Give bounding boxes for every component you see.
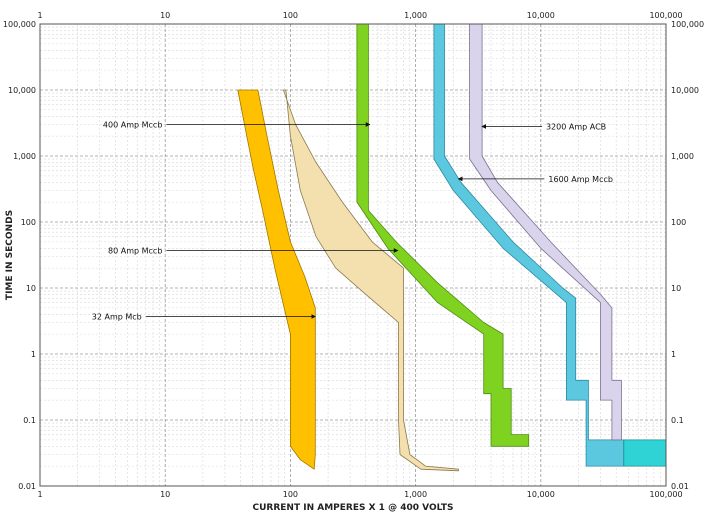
y-tick-label: 1 xyxy=(31,350,36,359)
series-32-amp-mcb xyxy=(237,89,316,470)
y-tick-label: 100 xyxy=(21,218,36,227)
y-tick-label: 10 xyxy=(26,284,36,293)
y-tick-label-right: 100 xyxy=(671,218,686,227)
x-axis-label: CURRENT IN AMPERES X 1 @ 400 VOLTS xyxy=(253,503,454,513)
y-tick-label-right: 1 xyxy=(671,350,676,359)
annotation-label: 3200 Amp ACB xyxy=(546,122,606,131)
plot-frame xyxy=(39,23,667,487)
annotation-label: 400 Amp Mccb xyxy=(103,121,162,130)
annotation-label: 80 Amp Mccb xyxy=(108,246,162,255)
x-tick-label-top: 1,000 xyxy=(404,11,427,20)
annotation-label: 1600 Amp Mccb xyxy=(548,175,613,184)
series-1600-amp-mccb xyxy=(433,23,625,467)
y-tick-label-right: 100,000 xyxy=(671,20,704,29)
y-axis-label: TIME IN SECONDS xyxy=(5,210,15,300)
x-tick-label-top: 100,000 xyxy=(649,11,682,20)
x-tick-label-top: 1 xyxy=(37,11,42,20)
annotation-label: 32 Amp Mcb xyxy=(92,312,142,321)
x-tick-label-top: 10,000 xyxy=(527,11,555,20)
series-layer xyxy=(237,23,667,472)
x-tick-label: 10,000 xyxy=(527,490,555,499)
x-tick-label: 100,000 xyxy=(649,490,682,499)
y-tick-label: 100,000 xyxy=(3,20,36,29)
y-tick-label: 10,000 xyxy=(8,86,36,95)
x-tick-label: 1,000 xyxy=(404,490,427,499)
tick-labels: 1 1 10 10 100 100 1,000 1,000 10,000 10,000 100,00… xyxy=(3,11,704,499)
y-tick-label: 0.1 xyxy=(23,416,36,425)
x-tick-label-top: 100 xyxy=(283,11,298,20)
y-tick-label-right: 0.01 xyxy=(671,482,689,491)
y-tick-label: 1,000 xyxy=(13,152,36,161)
y-tick-label-right: 10 xyxy=(671,284,681,293)
series-400-amp-mccb xyxy=(356,23,530,447)
y-tick-label-right: 0.1 xyxy=(671,416,684,425)
x-tick-label-top: 10 xyxy=(160,11,170,20)
annotations: 400 Amp Mccb 3200 Amp ACB 1600 Amp Mccb 80 … xyxy=(92,121,613,322)
y-tick-label: 0.01 xyxy=(18,482,36,491)
series-80-amp-mccb xyxy=(283,89,459,472)
series-5 xyxy=(623,439,667,467)
y-tick-label-right: 10,000 xyxy=(671,86,699,95)
y-tick-label-right: 1,000 xyxy=(671,152,694,161)
x-tick-label: 100 xyxy=(283,490,298,499)
series-3200-amp-acb xyxy=(469,23,622,441)
x-tick-label: 10 xyxy=(160,490,170,499)
x-tick-label: 1 xyxy=(37,490,42,499)
